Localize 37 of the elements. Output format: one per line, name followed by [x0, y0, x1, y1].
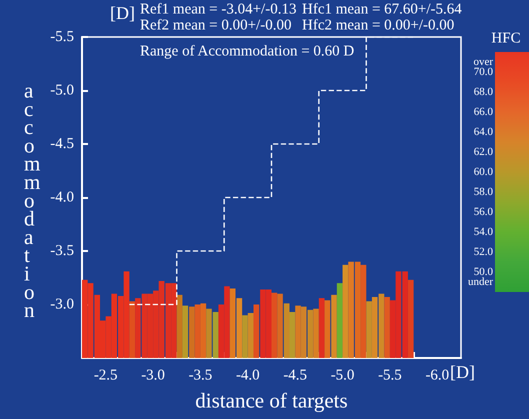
color-bar-label: 70.0 — [474, 66, 494, 78]
text: accommodation — [24, 78, 40, 322]
y-tick-label: -5.0 — [50, 82, 74, 98]
y-tick-label: -4.5 — [50, 136, 74, 152]
color-bar-label: over — [473, 56, 494, 68]
x-tick-label: -5.5 — [378, 368, 402, 384]
x-tick-label: -3.5 — [188, 368, 212, 384]
y-tick-label: -4.0 — [50, 190, 74, 206]
color-bar-title: HFC — [491, 30, 521, 46]
color-bar-label: 54.0 — [474, 226, 494, 238]
y-tick-label: -3.5 — [50, 243, 74, 259]
color-bar-label: 66.0 — [474, 106, 494, 118]
color-bar-label: 62.0 — [474, 146, 494, 158]
x-tick-label: -4.5 — [283, 368, 308, 384]
color-bar-label: under — [468, 276, 494, 288]
color-bar-label: 64.0 — [474, 126, 494, 138]
color-bar-label: 56.0 — [474, 206, 494, 218]
text: Ref1 mean = -3.04+/-0.13 — [140, 2, 296, 18]
text: Ref2 mean = 0.00+/-0.00 — [140, 18, 292, 34]
y-tick-label: -5.5 — [50, 29, 74, 45]
text: [D] — [450, 362, 475, 382]
text: Hfc1 mean = 67.60+/-5.64 — [302, 2, 462, 18]
color-bar-label: 52.0 — [474, 246, 494, 258]
text: Hfc2 mean = 0.00+/-0.00 — [302, 18, 454, 34]
color-bar-label: 68.0 — [474, 86, 494, 98]
x-tick-label: -6.0 — [425, 368, 450, 384]
color-bar-label: 50.0 — [474, 266, 494, 278]
x-tick-label: -3.0 — [141, 368, 165, 384]
x-tick-label: -2.5 — [94, 368, 118, 384]
annotation: Range of Accommodation = 0.60 D — [140, 44, 354, 60]
x-tick-label: -4.0 — [236, 368, 260, 384]
color-bar-label: 60.0 — [474, 166, 494, 178]
x-axis-title: distance of targets — [195, 388, 348, 412]
x-tick-label: -5.0 — [330, 368, 354, 384]
text: [D] — [110, 3, 135, 23]
color-bar-label: 58.0 — [474, 186, 494, 198]
y-tick-label: -3.0 — [50, 296, 74, 312]
